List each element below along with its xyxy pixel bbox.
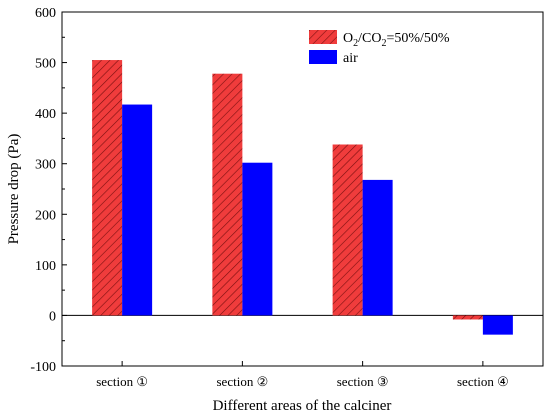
bar-series-2-1 <box>122 104 153 316</box>
y-axis-label: Pressure drop (Pa) <box>6 134 22 245</box>
legend-swatch-o2-co2 <box>309 30 337 44</box>
bar-series-2-4 <box>482 315 513 335</box>
y-tick-label: 100 <box>35 259 56 274</box>
bar-series-1-1 <box>92 60 123 316</box>
legend-text-part: O <box>343 31 353 46</box>
x-tick-label: section ② <box>217 374 269 389</box>
bar-series-1-4 <box>452 315 483 320</box>
y-tick-label: 300 <box>35 158 56 173</box>
y-tick-label: 400 <box>35 107 56 122</box>
legend-swatch-air <box>309 50 337 64</box>
x-tick-label: section ③ <box>337 374 389 389</box>
legend-text-part: /CO <box>358 31 381 46</box>
bar-series-1-3 <box>332 144 363 316</box>
legend-subscript: 2 <box>381 38 386 49</box>
y-tick-label: 600 <box>35 6 56 21</box>
y-tick-label: 0 <box>49 309 56 324</box>
legend-label-air: air <box>343 51 358 66</box>
y-tick-label: 500 <box>35 57 56 72</box>
legend-text-part: =50%/50% <box>386 31 449 46</box>
y-tick-label: -100 <box>30 360 56 375</box>
bar-series-2-3 <box>362 179 393 316</box>
y-tick-label: 200 <box>35 208 56 223</box>
x-axis-label: Different areas of the calciner <box>213 398 392 414</box>
legend-label-o2-co2: O2/CO2=50%/50% <box>343 31 450 49</box>
plot-frame <box>61 11 544 367</box>
x-tick-label: section ① <box>96 374 148 389</box>
legend-subscript: 2 <box>353 38 358 49</box>
x-tick-label: section ④ <box>457 374 509 389</box>
bar-series-1-2 <box>212 73 243 316</box>
bar-series-2-2 <box>242 162 273 316</box>
